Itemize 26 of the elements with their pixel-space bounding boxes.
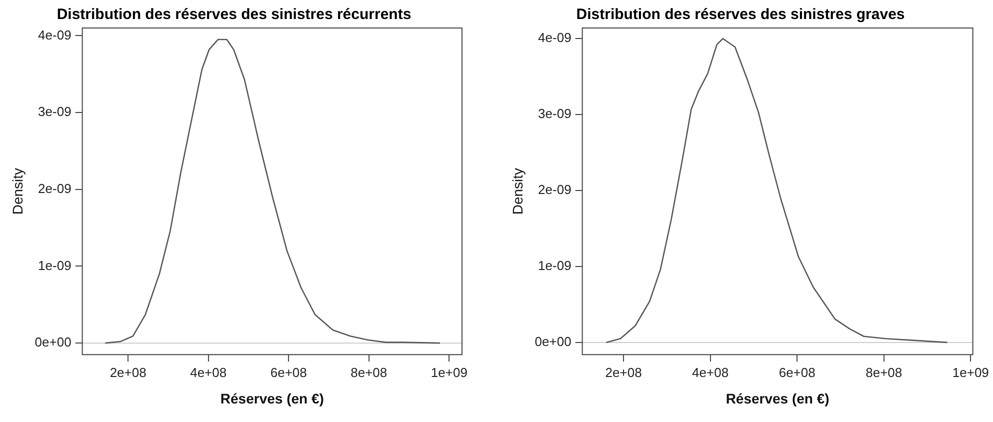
x-tick-label: 8e+08 — [350, 364, 388, 380]
x-axis-title: Réserves (en €) — [220, 390, 324, 406]
x-tick-label: 4e+08 — [692, 364, 729, 380]
x-tick-label: 6e+08 — [778, 364, 816, 380]
x-tick-label: 1e+09 — [952, 364, 989, 380]
y-tick-label: 2e-09 — [38, 180, 72, 196]
x-tick-label: 2e+08 — [110, 364, 146, 380]
y-tick-label: 3e-09 — [538, 106, 572, 122]
chart-title: Distribution des réserves des sinistres graves — [576, 6, 905, 24]
y-tick-label: 4e-09 — [538, 30, 572, 46]
y-tick-label: 4e-09 — [38, 27, 72, 42]
y-axis-title: Density — [9, 168, 26, 215]
y-tick-label: 0e+00 — [534, 334, 572, 350]
x-tick-label: 2e+08 — [605, 364, 642, 380]
x-tick-label: 1e+09 — [430, 364, 468, 380]
y-tick-label: 0e+00 — [34, 334, 72, 350]
y-axis-title: Density — [509, 168, 526, 215]
y-tick-label: 1e-09 — [38, 258, 72, 273]
x-tick-label: 4e+08 — [190, 364, 227, 380]
x-tick-label: 6e+08 — [270, 364, 307, 380]
y-tick-label: 1e-09 — [538, 258, 572, 274]
x-axis-title: Réserves (en €) — [726, 390, 830, 406]
y-tick-label: 2e-09 — [538, 182, 572, 198]
chart-title: Distribution des réserves des sinistres récurrents — [56, 6, 412, 24]
y-tick-label: 3e-09 — [38, 104, 72, 120]
x-tick-label: 8e+08 — [866, 364, 902, 380]
